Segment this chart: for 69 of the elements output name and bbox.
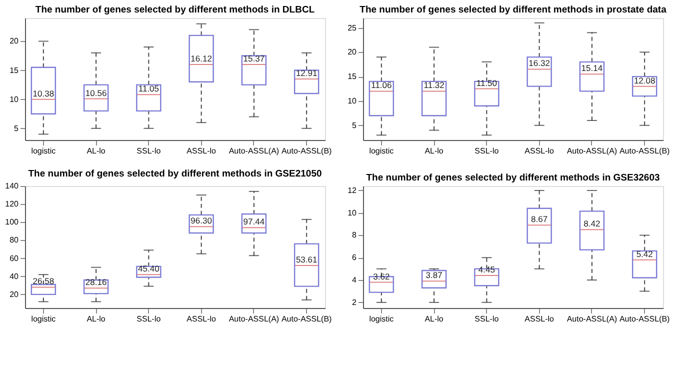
x-tick-label: ASSL-lo xyxy=(524,314,555,324)
chart-title: The number of genes selected by different methods in GSE21050 xyxy=(28,168,322,180)
text: 12.08 xyxy=(634,75,656,86)
y-tick-label: 15 xyxy=(348,72,358,82)
x-tick-label: Auto-ASSL(A) xyxy=(228,146,280,156)
text: 5.42 xyxy=(636,248,653,259)
y-tick-label: 15 xyxy=(10,66,20,75)
x-tick-label: AL-lo xyxy=(86,314,106,324)
text: 11.05 xyxy=(138,84,160,94)
text: 16.32 xyxy=(528,58,550,68)
y-tick-label: 20 xyxy=(10,290,20,299)
text: 10.38 xyxy=(32,88,54,98)
text: 15.14 xyxy=(581,63,603,74)
y-tick-label: 60 xyxy=(10,254,20,263)
x-tick-label: AL-lo xyxy=(86,146,106,156)
y-tick-label: 20 xyxy=(348,48,358,57)
y-tick-label: 8 xyxy=(352,230,358,240)
text: 15.37 xyxy=(243,53,265,64)
text: 26.58 xyxy=(32,276,54,286)
chart-title: The number of genes selected by different methods in GSE32603 xyxy=(366,172,660,184)
text: 11.06 xyxy=(371,80,392,90)
text: 8.67 xyxy=(531,214,548,224)
y-tick-label: 5 xyxy=(352,120,358,130)
y-tick-label: 25 xyxy=(348,23,358,32)
text: 96.30 xyxy=(190,216,212,226)
x-tick-label: Auto-ASSL(B) xyxy=(281,314,332,324)
y-tick-label: 100 xyxy=(5,218,20,227)
text: 16.12 xyxy=(190,53,212,64)
y-tick-label: 80 xyxy=(10,236,20,245)
x-tick-label: Auto-ASSL(B) xyxy=(619,314,670,324)
x-tick-label: Auto-ASSL(B) xyxy=(281,146,332,156)
text: 97.44 xyxy=(243,216,265,227)
y-tick-label: 40 xyxy=(10,272,20,281)
chart-title: The number of genes selected by different methods in DLBCL xyxy=(35,4,315,16)
x-tick-label: logistic xyxy=(31,146,56,156)
text: 53.61 xyxy=(296,254,318,265)
x-tick-label: Auto-ASSL(A) xyxy=(566,146,618,156)
x-tick-label: SSL-lo xyxy=(474,314,500,324)
x-tick-label: ASSL-lo xyxy=(186,314,217,324)
y-tick-label: 4 xyxy=(352,276,358,285)
y-tick-label: 10 xyxy=(348,96,358,106)
x-tick-label: SSL-lo xyxy=(136,146,162,156)
y-tick-label: 140 xyxy=(5,182,20,190)
text: 12.91 xyxy=(296,68,318,78)
y-tick-label: 5 xyxy=(14,124,20,133)
x-tick-label: Auto-ASSL(A) xyxy=(566,314,618,324)
y-tick-label: 2 xyxy=(352,298,358,307)
text: 10.56 xyxy=(85,88,107,98)
chart-title: The number of genes selected by different methods in prostate data xyxy=(360,4,668,16)
y-tick-label: 6 xyxy=(352,253,358,262)
text: 3.87 xyxy=(426,270,442,280)
text: 8.42 xyxy=(584,218,600,229)
y-tick-label: 10 xyxy=(348,208,358,218)
x-tick-label: logistic xyxy=(31,314,56,324)
y-tick-label: 120 xyxy=(5,200,20,209)
x-tick-label: logistic xyxy=(369,314,394,324)
y-tick-label: 12 xyxy=(348,186,358,195)
y-tick-label: 10 xyxy=(10,94,20,104)
x-tick-label: SSL-lo xyxy=(474,146,500,156)
x-tick-label: logistic xyxy=(369,146,394,156)
x-tick-label: Auto-ASSL(B) xyxy=(619,146,670,156)
text: 11.32 xyxy=(424,80,444,90)
y-tick-label: 20 xyxy=(10,36,20,46)
x-tick-label: ASSL-lo xyxy=(524,146,555,156)
x-tick-label: SSL-lo xyxy=(136,314,162,324)
x-tick-label: Auto-ASSL(A) xyxy=(228,314,280,324)
x-tick-label: AL-lo xyxy=(424,146,444,156)
x-tick-label: ASSL-lo xyxy=(186,146,217,156)
x-tick-label: AL-lo xyxy=(424,314,444,324)
